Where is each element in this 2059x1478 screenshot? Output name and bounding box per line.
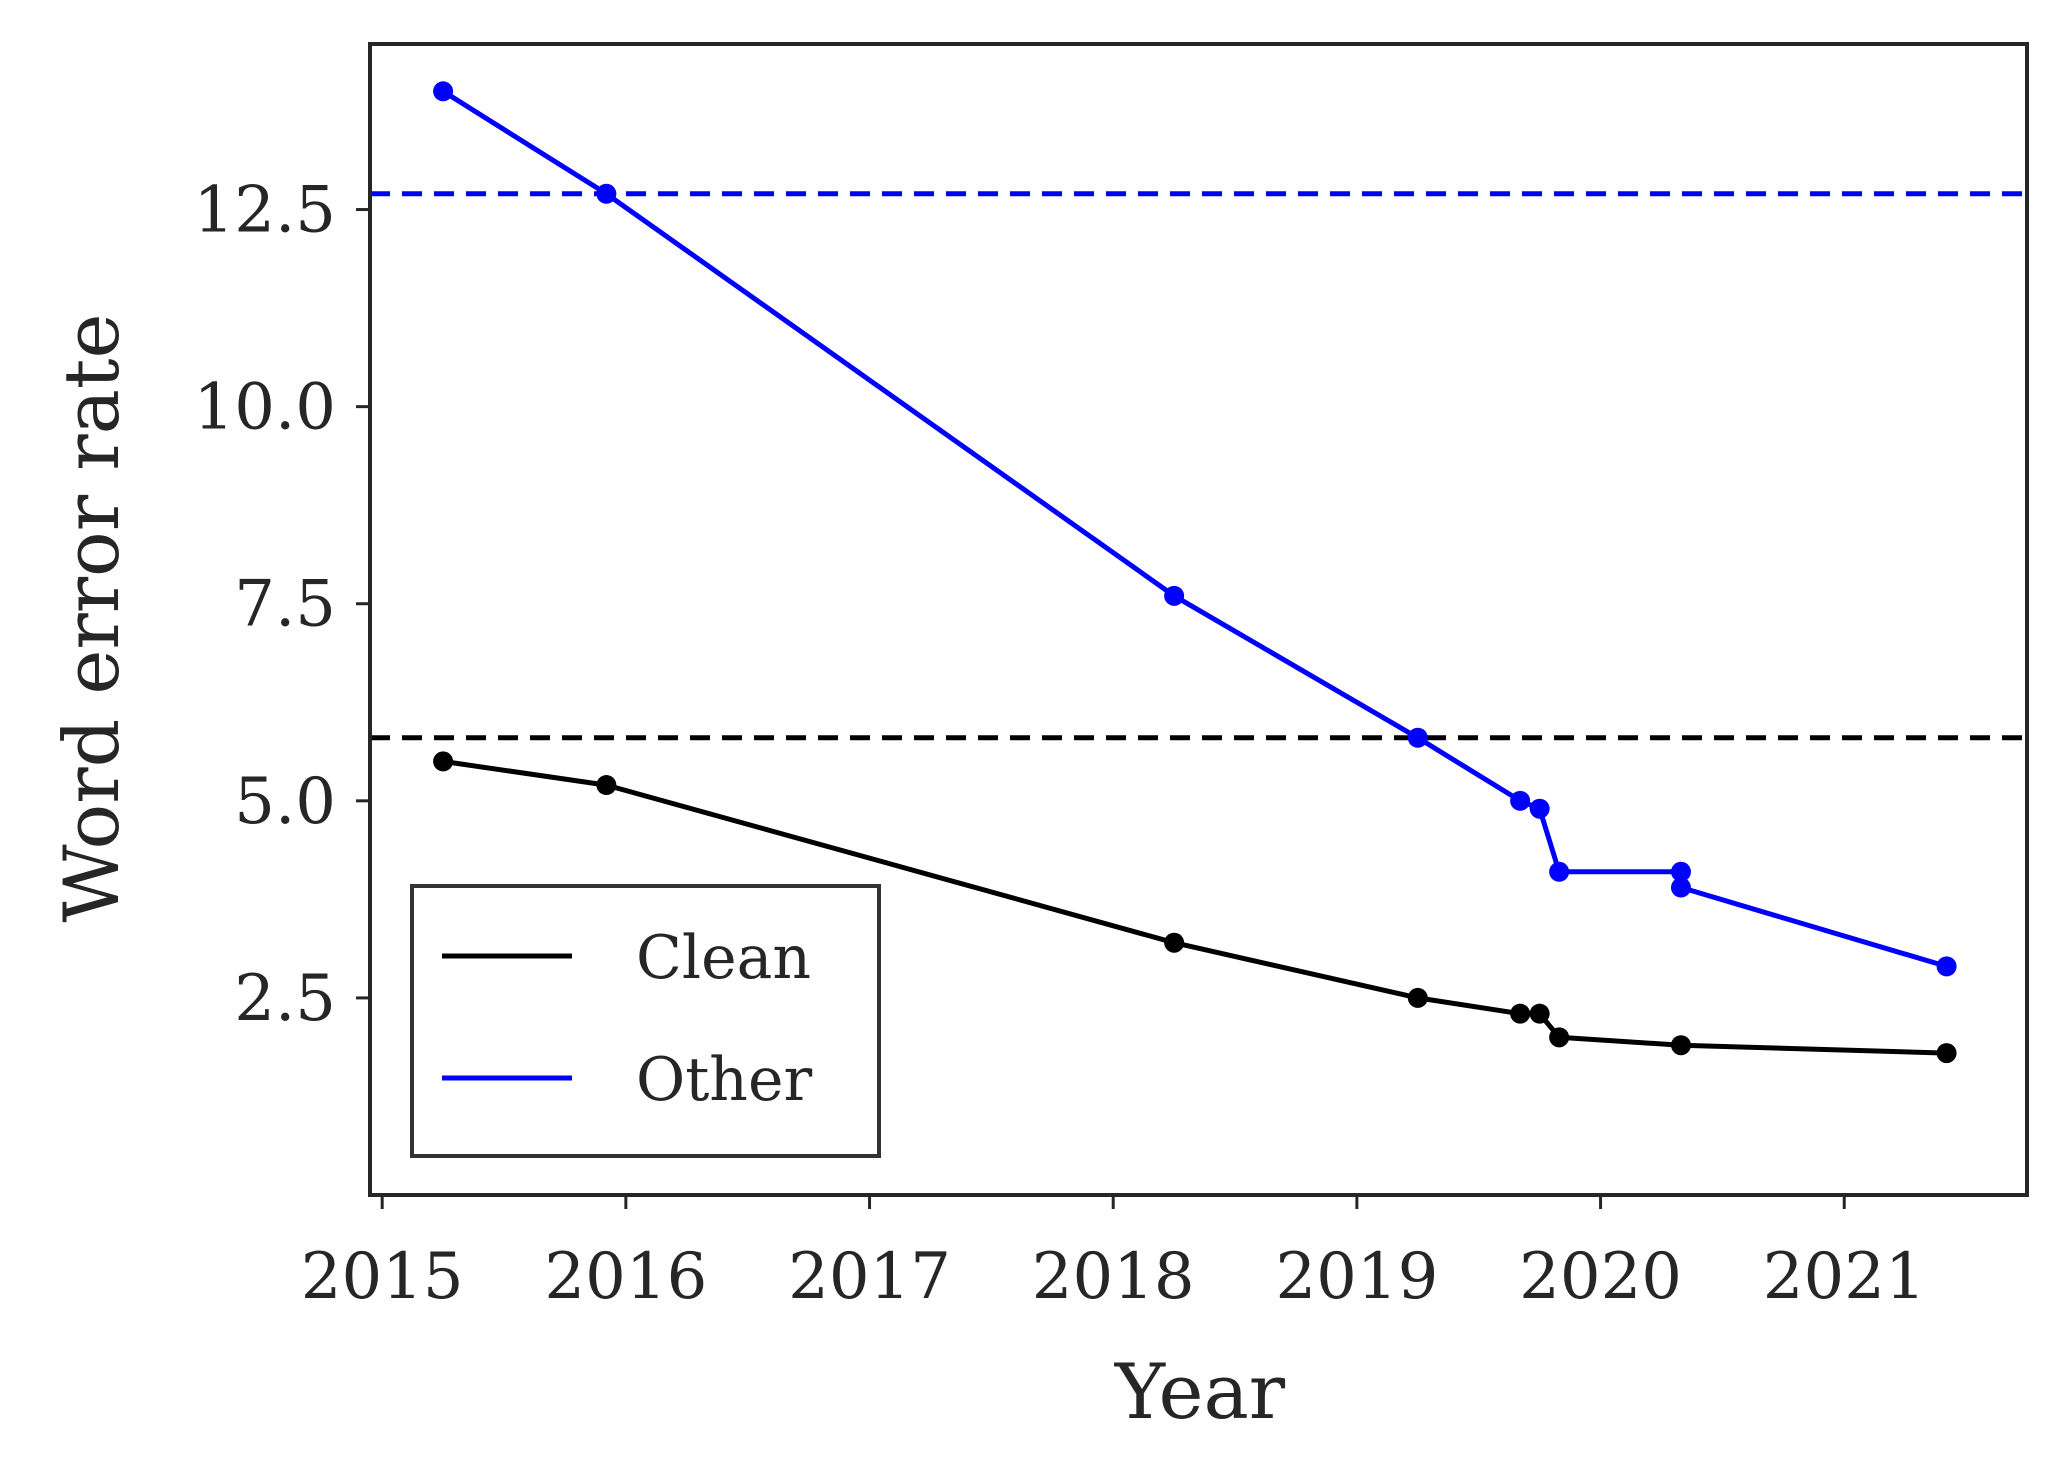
data-point-other [1936,956,1957,977]
x-tick-label: 2016 [544,1240,707,1314]
y-tick-label: 2.5 [234,962,336,1036]
x-tick-label: 2017 [788,1240,951,1314]
y-axis-ticks: 2.5 5.0 7.5 10.0 12.5 [194,174,370,1036]
x-axis-ticks: 2015 2016 2017 2018 2019 2020 2021 [301,1195,1926,1314]
data-point-clean [1670,1035,1691,1056]
x-tick-label: 2021 [1763,1240,1926,1314]
data-point-clean [1407,987,1428,1008]
data-point-other [1407,727,1428,748]
y-tick-label: 7.5 [234,568,336,642]
data-point-other [596,183,617,204]
data-point-other [1670,861,1691,882]
x-tick-label: 2018 [1032,1240,1195,1314]
x-axis-label: Year [1114,1347,1286,1436]
legend: Clean Other [410,884,881,1158]
x-tick-label: 2020 [1519,1240,1682,1314]
data-point-clean [1164,932,1185,953]
data-point-other [433,81,454,102]
data-point-other [1549,861,1570,882]
data-point-clean [596,775,617,796]
data-point-other [1510,790,1531,811]
data-point-clean [1549,1027,1570,1048]
data-point-clean [1936,1043,1957,1064]
data-point-other [1670,877,1691,898]
data-point-clean [1529,1003,1550,1024]
axes-frame [368,42,2029,1197]
plot-area [368,42,2029,1197]
x-tick-label: 2019 [1275,1240,1438,1314]
y-tick-label: 10.0 [194,371,337,445]
legend-label-other: Other [636,1045,812,1115]
data-point-other [1164,585,1185,606]
y-tick-label: 12.5 [194,174,337,248]
data-point-other [1529,798,1550,819]
legend-box [410,884,881,1158]
x-tick-label: 2015 [301,1240,464,1314]
legend-label-clean: Clean [636,923,811,993]
data-point-clean [1510,1003,1531,1024]
y-axis-label: Word error rate [47,314,136,923]
y-tick-label: 5.0 [234,765,336,839]
data-point-clean [433,751,454,772]
